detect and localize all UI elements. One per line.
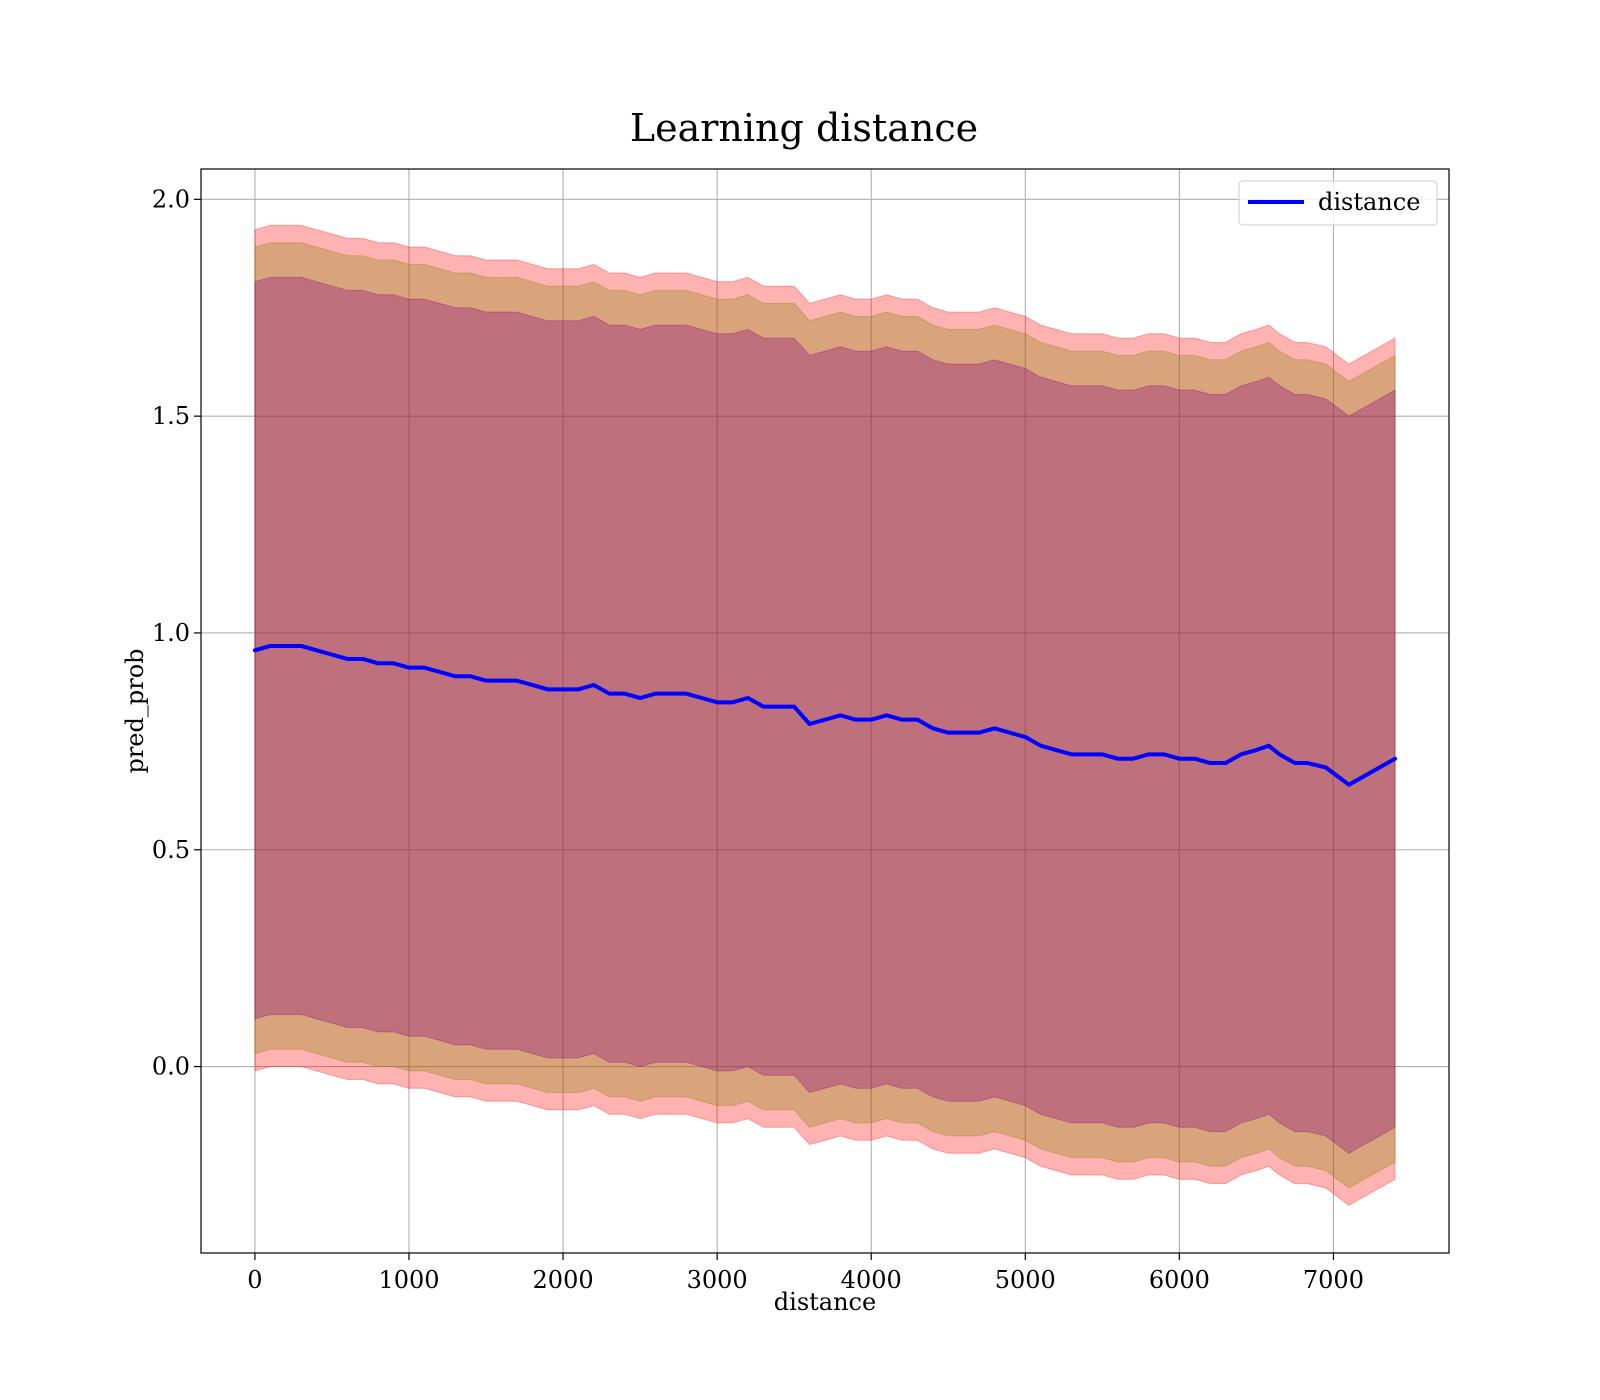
series-line-distance bbox=[252, 643, 1398, 787]
y-tick-label: 0.0 bbox=[152, 1053, 190, 1081]
band-outer bbox=[254, 224, 1396, 1206]
x-tick-label: 3000 bbox=[687, 1266, 748, 1294]
y-tick-label: 1.0 bbox=[152, 619, 190, 647]
x-tick-label: 1000 bbox=[378, 1266, 439, 1294]
band-middle bbox=[254, 242, 1396, 1189]
y-axis-label: pred_prob bbox=[121, 648, 149, 773]
legend: distance bbox=[1238, 180, 1438, 226]
x-tick-label: 7000 bbox=[1303, 1266, 1364, 1294]
y-tick-label: 1.5 bbox=[152, 402, 190, 430]
x-tick-label: 5000 bbox=[995, 1266, 1056, 1294]
x-tick-label: 0 bbox=[247, 1266, 262, 1294]
plot-frame bbox=[200, 168, 1450, 1254]
y-tick-label: 0.5 bbox=[152, 836, 190, 864]
legend-box bbox=[1238, 180, 1438, 226]
axis-ticks: 0 1000 2000 3000 4000 5000 6000 7000 0.0 0.5 1.0 1.… bbox=[152, 185, 1364, 1294]
x-axis-label: distance bbox=[774, 1288, 876, 1316]
chart-title: Learning distance bbox=[630, 106, 978, 150]
legend-label: distance bbox=[1318, 188, 1420, 216]
x-tick-label: 6000 bbox=[1149, 1266, 1210, 1294]
confidence-bands bbox=[254, 224, 1396, 1206]
grid bbox=[201, 169, 1449, 1253]
series-lines bbox=[252, 643, 1398, 787]
y-tick-label: 2.0 bbox=[152, 185, 190, 213]
band-inner bbox=[254, 276, 1396, 1154]
x-tick-label: 2000 bbox=[533, 1266, 594, 1294]
x-tick-label: 4000 bbox=[841, 1266, 902, 1294]
